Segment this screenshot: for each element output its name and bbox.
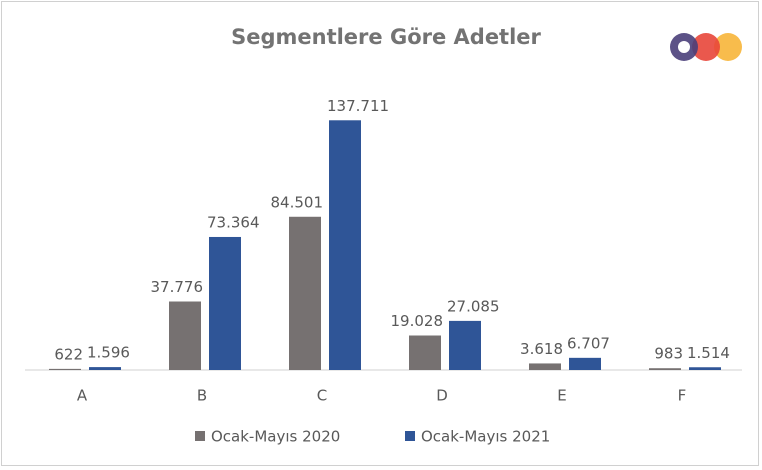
bar — [49, 368, 81, 370]
x-tick-label: D — [436, 387, 448, 405]
bar — [289, 216, 321, 370]
bar — [169, 301, 201, 370]
data-label: 37.776 — [151, 278, 204, 296]
data-label: 19.028 — [391, 312, 444, 330]
logo — [670, 33, 742, 61]
data-label: 3.618 — [520, 340, 563, 358]
legend-label: Ocak-Mayıs 2021 — [421, 428, 550, 446]
bar — [409, 335, 441, 370]
bar — [649, 368, 681, 370]
bar — [569, 357, 601, 370]
bar — [529, 363, 561, 370]
legend-swatch — [405, 431, 415, 441]
bar — [329, 120, 361, 370]
legend-swatch — [195, 431, 205, 441]
legend-label: Ocak-Mayıs 2020 — [211, 428, 340, 446]
data-label: 137.711 — [327, 97, 389, 115]
data-label: 84.501 — [271, 193, 324, 211]
data-label: 73.364 — [207, 213, 260, 231]
x-tick-label: F — [678, 387, 687, 405]
x-tick-label: B — [197, 387, 207, 405]
data-label: 1.514 — [687, 344, 730, 362]
x-tick-label: A — [77, 387, 88, 405]
data-label: 27.085 — [447, 297, 500, 315]
bar — [449, 320, 481, 370]
data-label: 622 — [54, 345, 83, 363]
chart-title: Segmentlere Göre Adetler — [231, 25, 541, 49]
x-tick-label: E — [557, 387, 566, 405]
data-label: 1.596 — [87, 344, 130, 362]
data-label: 983 — [654, 345, 683, 363]
bar — [209, 236, 241, 370]
x-tick-label: C — [317, 387, 327, 405]
data-label: 6.707 — [567, 334, 610, 352]
bar — [689, 367, 721, 370]
bar — [89, 367, 121, 370]
